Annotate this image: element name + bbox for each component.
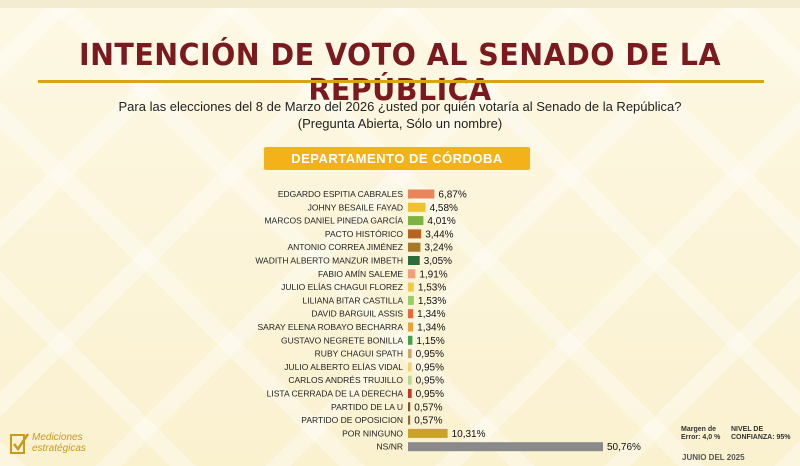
bar [408,269,416,279]
value-label: 3,24% [424,243,452,254]
category-label: MARCOS DANIEL PINEDA GARCÍA [264,216,403,226]
value-label: 0,95% [416,349,444,360]
value-label: 3,44% [425,229,453,240]
category-label: RUBY CHAGUI SPATH [315,349,403,359]
value-label: 1,53% [418,283,446,294]
value-label: 0,95% [416,389,444,400]
logo-text: Mediciones estratégicas [32,432,86,454]
bar [408,442,603,452]
page-title: INTENCIÓN DE VOTO AL SENADO DE LA REPÚBL… [79,38,721,108]
value-label: 1,34% [417,323,445,334]
margin-line-2: Error: 4,0 % [681,434,721,441]
bar [408,428,448,438]
confidence-level: NIVEL DE CONFIANZA: 95% [731,426,791,442]
category-label: CARLOS ANDRÉS TRUJILLO [288,375,403,385]
bar [408,362,412,372]
bar [408,402,411,412]
subtitle-question: Para las elecciones del 8 de Marzo del 2… [118,99,682,114]
department-banner: DEPARTAMENTO DE CÓRDOBA [264,147,530,170]
value-label: 50,76% [607,442,641,453]
category-label: PARTIDO DE LA U [331,402,403,412]
value-label: 1,34% [417,309,445,320]
bar [408,415,411,425]
bar [408,189,435,199]
category-label: EDGARDO ESPITIA CABRALES [278,189,404,199]
logo-line-1: Mediciones [32,432,83,443]
value-label: 0,95% [416,362,444,373]
category-label: DAVID BARGUIL ASSIS [311,309,403,319]
category-label: ANTONIO CORREA JIMÉNEZ [287,242,403,252]
margin-line-1: Margen de [681,426,717,433]
bar [408,256,420,265]
bar [408,389,412,398]
category-label: LILIANA BITAR CASTILLA [303,295,404,305]
category-label: PARTIDO DE OPOSICION [301,415,403,425]
value-label: 1,91% [419,269,447,280]
bar [408,216,424,226]
survey-date: JUNIO DEL 2025 [682,453,745,462]
category-label: LISTA CERRADA DE LA DERECHA [267,389,404,399]
subtitle: Para las elecciones del 8 de Marzo del 2… [0,98,800,132]
value-label: 10,31% [452,429,486,440]
bar [408,242,421,252]
value-label: 3,05% [424,256,452,267]
logo-checkmark-icon [10,433,30,454]
category-label: POR NINGUNO [342,428,403,438]
bar [408,375,412,385]
confidence-line-1: NIVEL DE [731,426,764,433]
value-label: 0,57% [414,416,442,427]
bar [408,282,414,292]
value-label: 4,58% [430,203,458,214]
category-label: JOHNY BESAILE FAYAD [308,202,403,212]
bar [408,322,414,332]
value-label: 4,01% [427,216,455,227]
category-label: JULIO ELÍAS CHAGUI FLOREZ [281,282,403,292]
confidence-line-2: CONFIANZA: 95% [731,434,791,441]
margin-of-error: Margen de Error: 4,0 % [681,426,720,442]
value-label: 6,87% [438,190,466,201]
category-label: WADITH ALBERTO MANZUR IMBETH [255,256,403,266]
category-label: NS/NR [377,442,403,452]
value-label: 1,15% [416,336,444,347]
logo: Mediciones estratégicas [10,430,110,462]
title-underline [38,80,764,83]
bar [408,349,412,359]
bar [408,202,426,212]
category-label: SARAY ELENA ROBAYO BECHARRA [258,322,404,332]
category-label: GUSTAVO NEGRETE BONILLA [281,335,403,345]
bar [408,309,414,319]
category-label: JULIO ALBERTO ELÍAS VIDAL [284,362,403,372]
bar [408,229,422,239]
bar [408,335,413,345]
category-label: FABIO AMÍN SALEME [318,269,403,279]
subtitle-note: (Pregunta Abierta, Sólo un nombre) [297,116,503,131]
category-label: PACTO HISTÓRICO [325,229,403,239]
value-label: 0,95% [416,376,444,387]
value-label: 0,57% [414,402,442,413]
logo-line-2: estratégicas [32,443,86,454]
top-strip [0,0,800,8]
bar [408,295,414,305]
value-label: 1,53% [418,296,446,307]
